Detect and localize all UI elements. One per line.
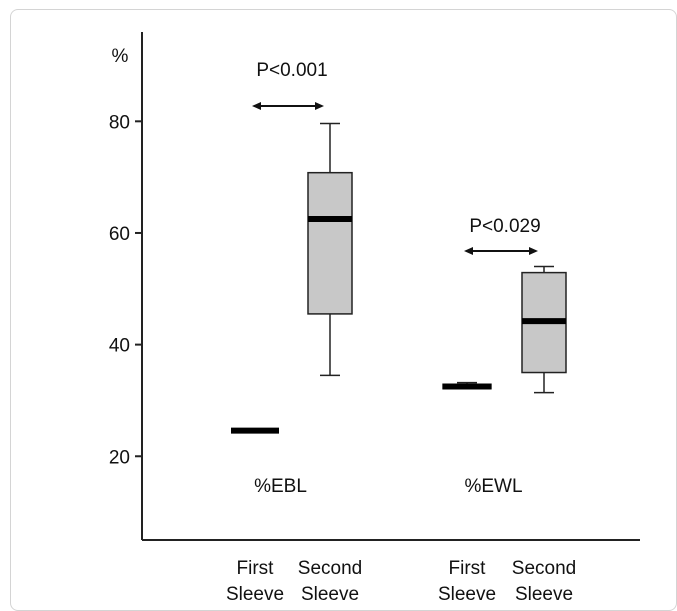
y-tick-label: 20	[109, 447, 130, 468]
group-label: %EWL	[464, 476, 522, 497]
y-ticks: 20 40 60 80	[109, 112, 142, 468]
x-category-label-line1: First	[237, 558, 275, 579]
p-value-label: P<0.001	[256, 60, 327, 81]
x-category-label-line1: Second	[298, 558, 362, 579]
arrowhead-right	[315, 102, 324, 110]
x-category-label-line1: Second	[512, 558, 576, 579]
y-tick-label: 40	[109, 336, 130, 357]
y-tick-label: 60	[109, 224, 130, 245]
arrowhead-right	[529, 247, 538, 255]
x-category-label-line2: Sleeve	[301, 584, 359, 602]
x-category-label-line1: First	[449, 558, 487, 579]
x-category-label-line2: Sleeve	[438, 584, 496, 602]
box-groups: First Sleeve Second Sleeve %EBL P<0.001 First S…	[226, 60, 576, 602]
group-label: %EBL	[254, 476, 307, 497]
arrowhead-left	[252, 102, 261, 110]
arrowhead-left	[464, 247, 473, 255]
box-iqr	[307, 171, 353, 315]
y-tick-label: 80	[109, 112, 130, 133]
y-axis-label: %	[112, 46, 129, 67]
p-value-label: P<0.029	[469, 216, 540, 237]
x-category-label-line2: Sleeve	[226, 584, 284, 602]
x-category-label-line2: Sleeve	[515, 584, 573, 602]
